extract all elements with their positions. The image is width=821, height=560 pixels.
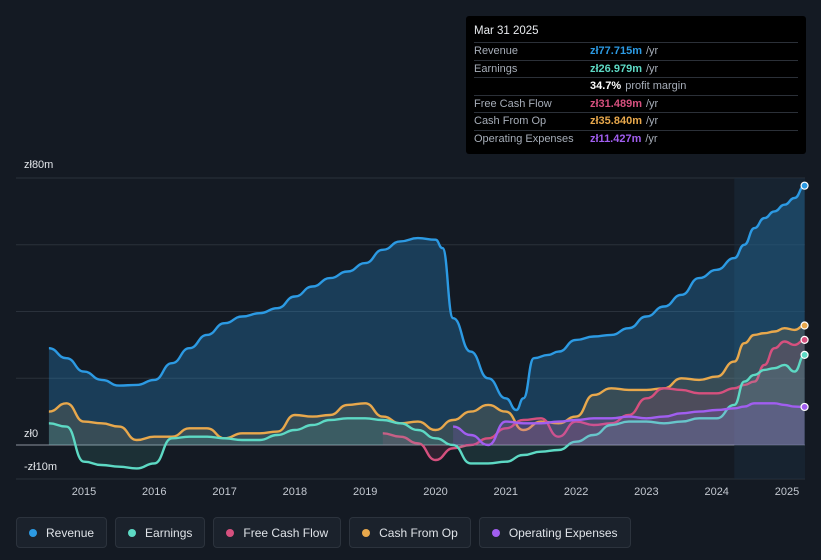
- series-area-cash-from-op: [48, 325, 805, 445]
- x-axis-tick-label: 2022: [564, 486, 588, 498]
- legend-item-free-cash-flow[interactable]: Free Cash Flow: [213, 517, 342, 548]
- tooltip-row-profit-margin: 34.7% profit margin: [474, 77, 798, 95]
- tooltip-unit: /yr: [645, 132, 658, 145]
- tooltip-unit: /yr: [645, 45, 659, 57]
- legend-dot-icon: [29, 528, 37, 537]
- tooltip-label: Operating Expenses: [474, 132, 574, 145]
- tooltip-row-free-cash-flow: Free Cash Flow zł31.489m /yr: [474, 94, 798, 113]
- series-end-marker-operating-expenses[interactable]: [800, 402, 809, 412]
- tooltip-value: zł31.489m: [590, 97, 642, 110]
- x-axis-tick-label: 2024: [704, 486, 728, 498]
- series-area-revenue: [48, 185, 805, 445]
- tooltip-unit: /yr: [645, 115, 659, 127]
- tooltip-value: zł11.427m: [590, 132, 642, 145]
- tooltip-label: Earnings: [474, 62, 518, 75]
- y-axis-label: -zł10m: [24, 461, 57, 473]
- forecast-highlight-band: [734, 178, 805, 479]
- tooltip-label: Free Cash Flow: [474, 97, 552, 110]
- tooltip-unit: /yr: [645, 97, 659, 110]
- tooltip-value: zł26.979m: [590, 62, 642, 75]
- series-end-marker-cash-from-op[interactable]: [800, 321, 809, 330]
- tooltip-row-revenue: Revenue zł77.715m /yr: [474, 42, 798, 60]
- tooltip-unit: /yr: [645, 62, 659, 75]
- legend-label: Cash From Op: [379, 525, 458, 540]
- x-axis-tick-label: 2019: [353, 486, 377, 498]
- series-line-earnings: [48, 353, 806, 470]
- x-axis-tick-label: 2016: [142, 486, 166, 498]
- x-axis-tick-label: 2017: [212, 486, 236, 498]
- y-axis-label: zł80m: [24, 159, 53, 171]
- legend-item-revenue[interactable]: Revenue: [16, 517, 108, 548]
- x-axis-tick-label: 2018: [283, 486, 307, 498]
- tooltip-date: Mar 31 2025: [474, 25, 539, 37]
- series-end-marker-earnings[interactable]: [800, 350, 809, 359]
- legend-dot-icon: [362, 528, 371, 537]
- tooltip-label: Revenue: [474, 45, 519, 57]
- series-line-operating-expenses: [452, 402, 805, 447]
- x-axis-tick-label: 2025: [775, 486, 799, 498]
- series-line-revenue: [48, 184, 805, 412]
- series-end-marker-free-cash-flow[interactable]: [800, 335, 809, 344]
- x-axis-tick-label: 2023: [634, 486, 658, 498]
- grid: [16, 177, 805, 480]
- series-area-free-cash-flow: [382, 339, 805, 460]
- legend-label: Revenue: [46, 525, 95, 540]
- profit-margin-text: profit margin: [625, 80, 687, 92]
- legend-dot-icon: [226, 528, 235, 537]
- profit-margin-value: 34.7%: [590, 80, 622, 92]
- legend-item-operating-expenses[interactable]: Operating Expenses: [478, 517, 631, 548]
- tooltip-row-operating-expenses: Operating Expenses zł11.427m /yr: [474, 129, 798, 148]
- tooltip-label: Cash From Op: [474, 115, 547, 127]
- legend-item-cash-from-op[interactable]: Cash From Op: [349, 517, 471, 548]
- tooltip: Mar 31 2025 Revenue zł77.715m /yr Earnin…: [466, 16, 806, 154]
- legend-item-earnings[interactable]: Earnings: [115, 517, 206, 548]
- x-axis-tick-label: 2015: [72, 486, 96, 498]
- legend-label: Free Cash Flow: [243, 525, 329, 540]
- tooltip-value: zł77.715m: [590, 45, 642, 57]
- y-axis-label: zł0: [24, 428, 38, 440]
- legend-dot-icon: [128, 528, 137, 537]
- series-end-marker-revenue[interactable]: [800, 181, 809, 190]
- tooltip-value: zł35.840m: [590, 115, 642, 127]
- x-axis-tick-label: 2021: [494, 486, 518, 498]
- legend-label: Operating Expenses: [508, 525, 618, 540]
- legend-dot-icon: [491, 528, 500, 537]
- x-axis-tick-label: 2020: [423, 486, 447, 498]
- series-layer: [48, 181, 809, 470]
- tooltip-row-cash-from-op: Cash From Op zł35.840m /yr: [474, 112, 798, 130]
- series-line-cash-from-op: [48, 324, 805, 442]
- axis-layer: zł80m zł0 -zł10m 2015 2016 2017 2018 2019 2020 20…: [24, 159, 799, 498]
- tooltip-row-earnings: Earnings zł26.979m /yr: [474, 59, 798, 78]
- series-area-operating-expenses: [453, 403, 805, 445]
- legend: Revenue Earnings Free Cash Flow Cash Fro…: [16, 517, 631, 548]
- legend-label: Earnings: [145, 525, 193, 540]
